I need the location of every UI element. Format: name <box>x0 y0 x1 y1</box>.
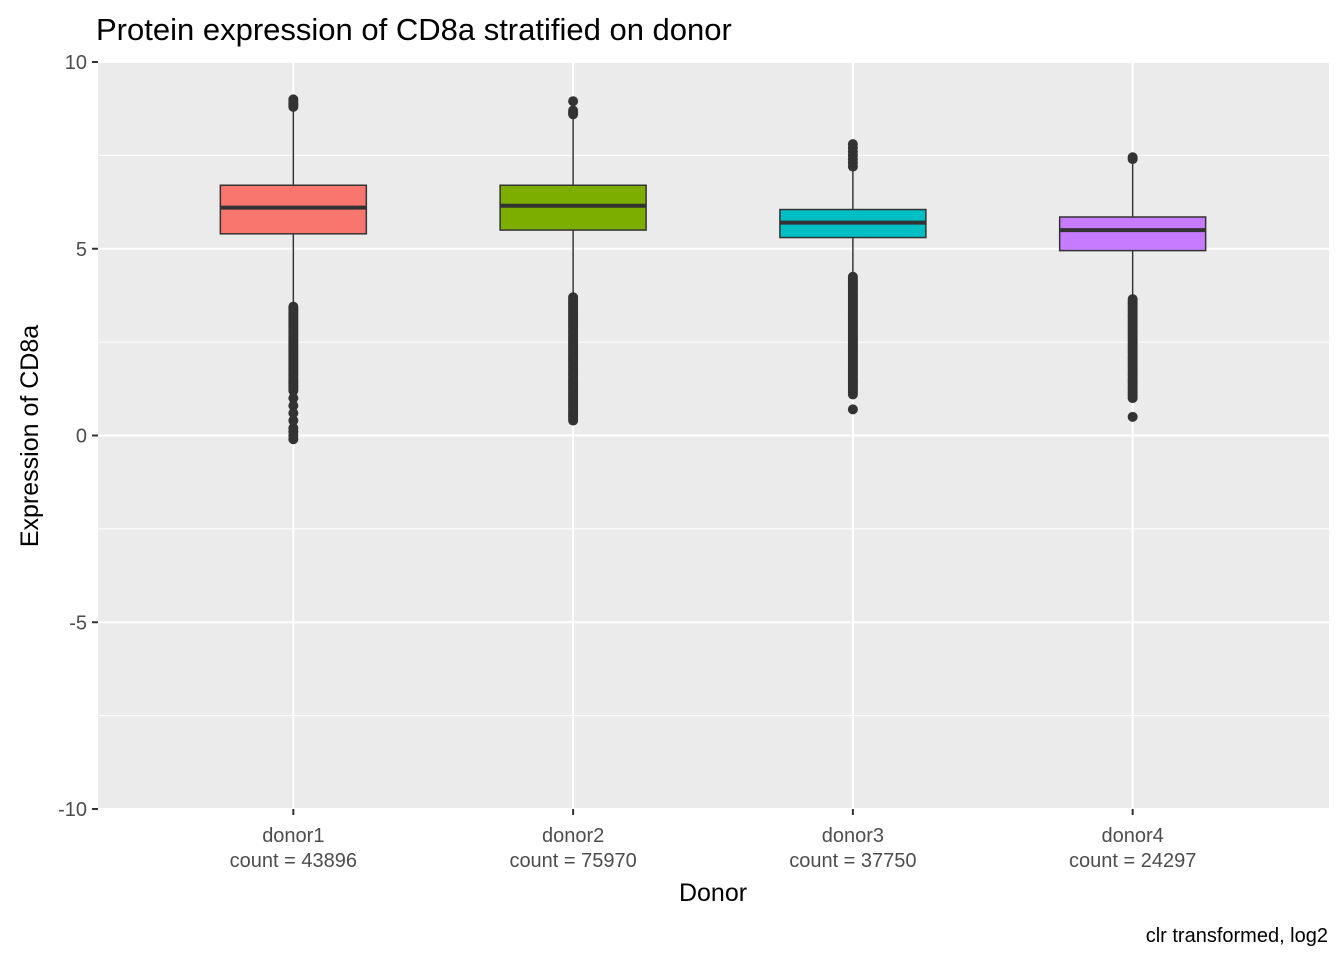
outlier-point <box>568 292 579 303</box>
y-tick-label: 10 <box>65 52 87 74</box>
outlier-point <box>288 393 299 404</box>
x-tick-count-label: count = 75970 <box>509 850 636 872</box>
box-donor4 <box>1058 152 1207 422</box>
outlier-point <box>1127 152 1138 163</box>
x-tick-label: donor1 <box>262 825 324 847</box>
outlier-point <box>847 271 858 282</box>
y-tick-label: 5 <box>76 239 87 261</box>
box-donor2 <box>499 96 647 426</box>
outlier-point <box>1127 294 1138 305</box>
x-tick-label: donor2 <box>542 825 604 847</box>
x-axis-title: Donor <box>679 879 747 907</box>
outlier-point <box>288 415 299 426</box>
outlier-point <box>288 400 299 411</box>
x-tick-count-label: count = 37750 <box>789 850 916 872</box>
box-donor1 <box>219 94 368 445</box>
y-tick-label: 0 <box>76 426 87 448</box>
chart-caption: clr transformed, log2 <box>1146 925 1328 947</box>
x-axis: donor1 count = 43896 donor2 count = 75970 do… <box>230 809 1196 872</box>
x-tick-count-label: count = 43896 <box>230 850 357 872</box>
y-tick-label: -10 <box>58 799 87 821</box>
x-tick-label: donor4 <box>1102 825 1164 847</box>
outlier-point <box>568 105 579 116</box>
outlier-point <box>568 96 579 107</box>
chart-title: Protein expression of CD8a stratified on… <box>96 12 732 47</box>
y-axis-title: Expression of CD8a <box>16 325 44 547</box>
box-group <box>219 94 1207 445</box>
outlier-point <box>288 301 299 312</box>
outlier-point <box>288 94 299 105</box>
y-tick-label: -5 <box>69 612 87 634</box>
outlier-point <box>288 408 299 419</box>
outlier-point <box>847 139 858 150</box>
iqr-box <box>1058 216 1207 252</box>
outlier-point <box>1127 411 1138 422</box>
x-tick-label: donor3 <box>822 825 884 847</box>
box-donor3 <box>779 139 927 415</box>
y-axis: -10 -5 0 5 10 <box>58 52 98 821</box>
x-tick-count-label: count = 24297 <box>1069 850 1196 872</box>
outlier-point <box>288 434 299 445</box>
outlier-point <box>847 404 858 415</box>
